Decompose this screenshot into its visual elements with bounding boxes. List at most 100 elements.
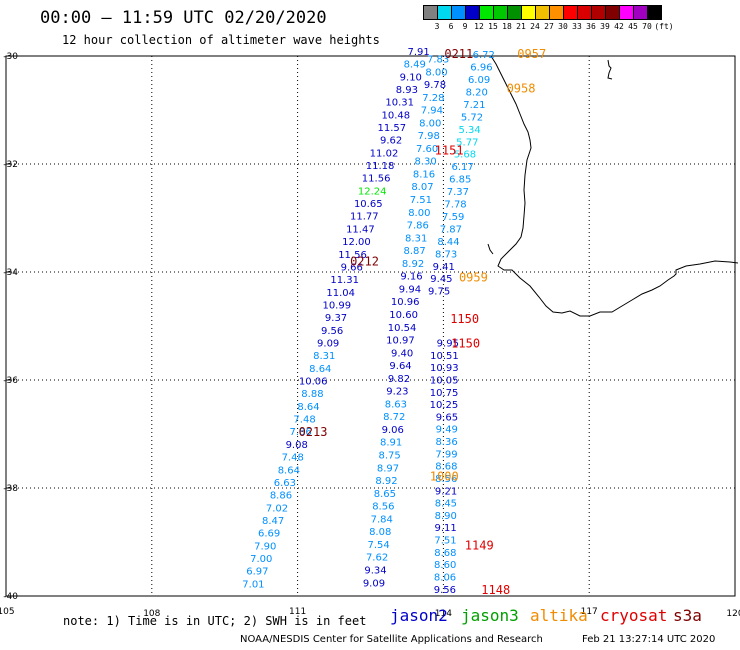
swh-value: 8.31 [405,233,427,244]
swh-value: 6.96 [470,63,492,74]
lon-tick-label: 114 [435,609,452,619]
swh-value: 6.97 [246,567,268,578]
swh-value: 9.82 [388,374,410,385]
swh-value: 9.16 [400,272,422,283]
swh-value: 8.72 [383,412,405,423]
swh-value: 9.78 [424,80,446,91]
swh-value: 9.40 [391,348,413,359]
swh-value: 12.00 [342,237,371,248]
legend-label-5: 18 [502,22,512,31]
swh-value: 11.56 [338,250,367,261]
swh-value: 9.11 [434,523,456,534]
swh-value: 9.34 [364,566,386,577]
lat-tick-label: -34 [3,268,18,278]
swh-value: 7.01 [242,579,264,590]
swh-value: 7.02 [266,503,288,514]
swh-value: 7.90 [254,541,276,552]
swh-value: 11.57 [378,123,407,134]
swh-value: 9.10 [400,72,422,83]
swh-value: 8.07 [411,182,433,193]
legend-label-13: 42 [614,22,624,31]
swh-value: 8.90 [435,511,457,522]
swh-value: 7.91 [408,47,430,58]
pass-time-label: 0211 [444,47,473,61]
lat-tick-label: -40 [3,592,18,602]
swh-value: 9.65 [436,412,458,423]
swh-value: 10.48 [381,110,410,121]
lat-tick-label: -30 [3,52,18,62]
swh-value: 7.94 [421,106,443,117]
swh-value: 9.64 [389,361,411,372]
swh-value: 7.60 [416,144,438,155]
swh-value: 11.47 [346,224,375,235]
legend-label-9: 30 [558,22,568,31]
swh-value: 8.49 [404,60,426,71]
swh-value: 11.56 [362,174,391,185]
swh-value: 10.05 [430,375,459,386]
swh-value: 11.04 [326,288,355,299]
swh-value: 8.64 [278,465,300,476]
swh-value: 8.68 [435,462,457,473]
legend-labels: 3 6 9 12 15 18 21 24 27 30 33 36 39 42 45 70 (ft) [423,22,674,31]
swh-value: 8.31 [313,351,335,362]
satellite-label-s3a: s3a [673,606,702,625]
coast-inlet-outline [487,243,494,255]
swh-value: 8.68 [434,548,456,559]
legend-label-2: 9 [462,22,468,31]
legend-label-12: 39 [600,22,610,31]
island-outline [607,59,613,80]
swh-value: 6.09 [468,75,490,86]
swh-value: 9.56 [434,585,456,596]
swh-value: 8.44 [437,237,459,248]
swh-value: 9.62 [380,136,402,147]
swh-value: 10.96 [391,297,420,308]
swh-value: 10.75 [430,388,459,399]
page-title: 00:00 – 11:59 UTC 02/20/2020 [40,8,327,28]
legend-label-14: 45 [628,22,638,31]
swh-value: 8.92 [402,259,424,270]
swh-value: 8.87 [403,246,425,257]
swh-value: 8.56 [435,474,457,485]
swh-value: 9.37 [325,313,347,324]
swh-value: 9.06 [382,425,404,436]
swh-value: 6.72 [473,50,495,61]
swh-value: 9.95 [437,339,459,350]
swh-value: 8.36 [436,437,458,448]
legend-label-1: 6 [448,22,454,31]
swh-value: 10.25 [430,400,459,411]
swh-value: 8.73 [435,249,457,260]
swh-value: 8.00 [419,118,441,129]
swh-value: 8.00 [408,208,430,219]
swh-value: 9.56 [321,326,343,337]
lat-tick-label: -36 [3,376,18,386]
legend-label-3: 12 [474,22,484,31]
swh-value: 8.91 [380,438,402,449]
swh-value: 9.21 [435,486,457,497]
swh-value: 6.69 [258,529,280,540]
swh-value: 8.00 [425,67,447,78]
swh-value: 11.18 [366,161,395,172]
swh-value: 10.60 [389,310,418,321]
legend-label-0: 3 [434,22,440,31]
pass-time-label: 1150 [450,312,479,326]
swh-value: 8.08 [369,527,391,538]
swh-value: 5.72 [461,112,483,123]
swh-value: 10.51 [430,351,459,362]
lon-tick-label: 120 [726,609,740,619]
page-subtitle: 12 hour collection of altimeter wave hei… [62,33,380,47]
satellite-label-altika: altika [530,606,588,625]
swh-value: 8.86 [270,491,292,502]
swh-value: 8.06 [434,572,456,583]
satellite-label-jason3: jason3 [461,606,519,625]
legend-unit: (ft) [654,22,674,31]
legend-swatches [423,5,674,20]
pass-time-label: 1000 [430,469,459,483]
swh-value: 7.48 [282,453,304,464]
swh-value: 9.94 [399,284,421,295]
pass-time-label: 1149 [465,539,494,553]
swh-value: 10.54 [388,323,417,334]
swh-value: 7.98 [418,131,440,142]
pass-time-label: 0213 [299,425,328,439]
credit-text: NOAA/NESDIS Center for Satellite Applica… [240,634,543,645]
